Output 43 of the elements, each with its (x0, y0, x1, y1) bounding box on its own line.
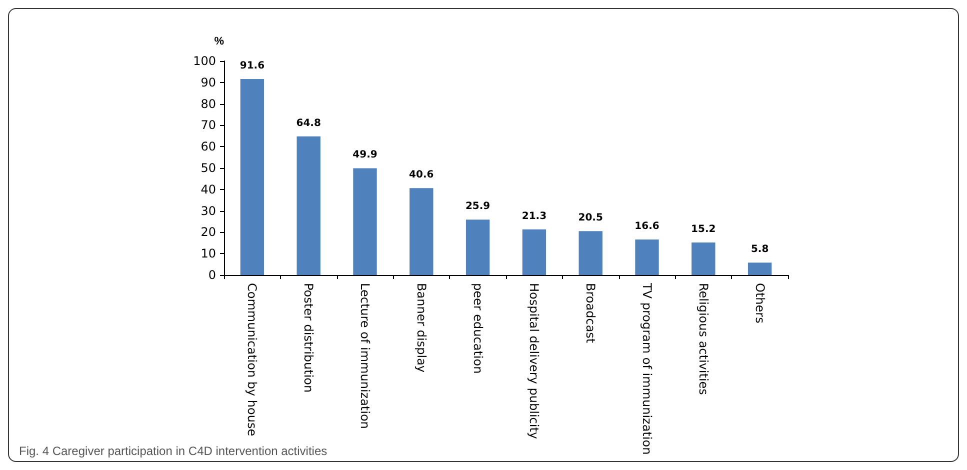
data-label: 5.8 (750, 244, 769, 256)
y-tick-label: 50 (200, 161, 216, 175)
data-label: 21.3 (522, 210, 547, 222)
y-tick-label: 80 (200, 96, 216, 111)
y-axis-title: % (214, 36, 224, 48)
bar (522, 229, 546, 275)
x-tick-label: Hospital delivery publicity (527, 283, 542, 440)
y-tick-label: 100 (193, 54, 216, 68)
y-tick-label: 90 (200, 75, 216, 90)
bar (466, 220, 490, 275)
bar (748, 262, 772, 275)
x-tick-label: TV program of immunization (640, 282, 654, 455)
bar (578, 231, 602, 275)
y-tick-label: 20 (200, 225, 216, 240)
data-label: 91.6 (240, 60, 265, 72)
x-tick-label: Religious activities (696, 283, 710, 395)
data-label: 49.9 (352, 150, 378, 161)
data-label: 16.6 (634, 220, 660, 232)
data-label: 25.9 (465, 201, 490, 212)
caption: Fig. 4 Caregiver participation in C4D intervention activities (19, 444, 328, 458)
x-tick-label: Banner display (414, 283, 428, 373)
bar (353, 168, 377, 275)
bar (410, 188, 434, 275)
x-tick-label: Broadcast (584, 283, 598, 344)
x-tick-label: Communication by house (245, 283, 260, 436)
x-tick-label: Poster distribution (302, 283, 316, 393)
y-tick-label: 30 (200, 204, 216, 218)
x-tick-label: Lecture of immunization (358, 283, 372, 429)
bar (692, 242, 716, 275)
y-tick-label: 60 (200, 140, 216, 154)
y-tick-label: 0 (208, 268, 216, 282)
data-label: 64.8 (296, 118, 321, 129)
data-label: 15.2 (691, 224, 716, 235)
x-tick-label: Others (752, 283, 767, 324)
bar (296, 136, 320, 275)
bar (240, 78, 264, 275)
data-label: 20.5 (578, 212, 603, 224)
y-tick-label: 70 (200, 118, 216, 132)
y-tick-label: 40 (200, 182, 216, 196)
bar (635, 239, 659, 275)
x-tick-label: peer education (470, 283, 485, 374)
data-label: 40.6 (409, 170, 434, 181)
y-tick-label: 10 (200, 246, 216, 261)
